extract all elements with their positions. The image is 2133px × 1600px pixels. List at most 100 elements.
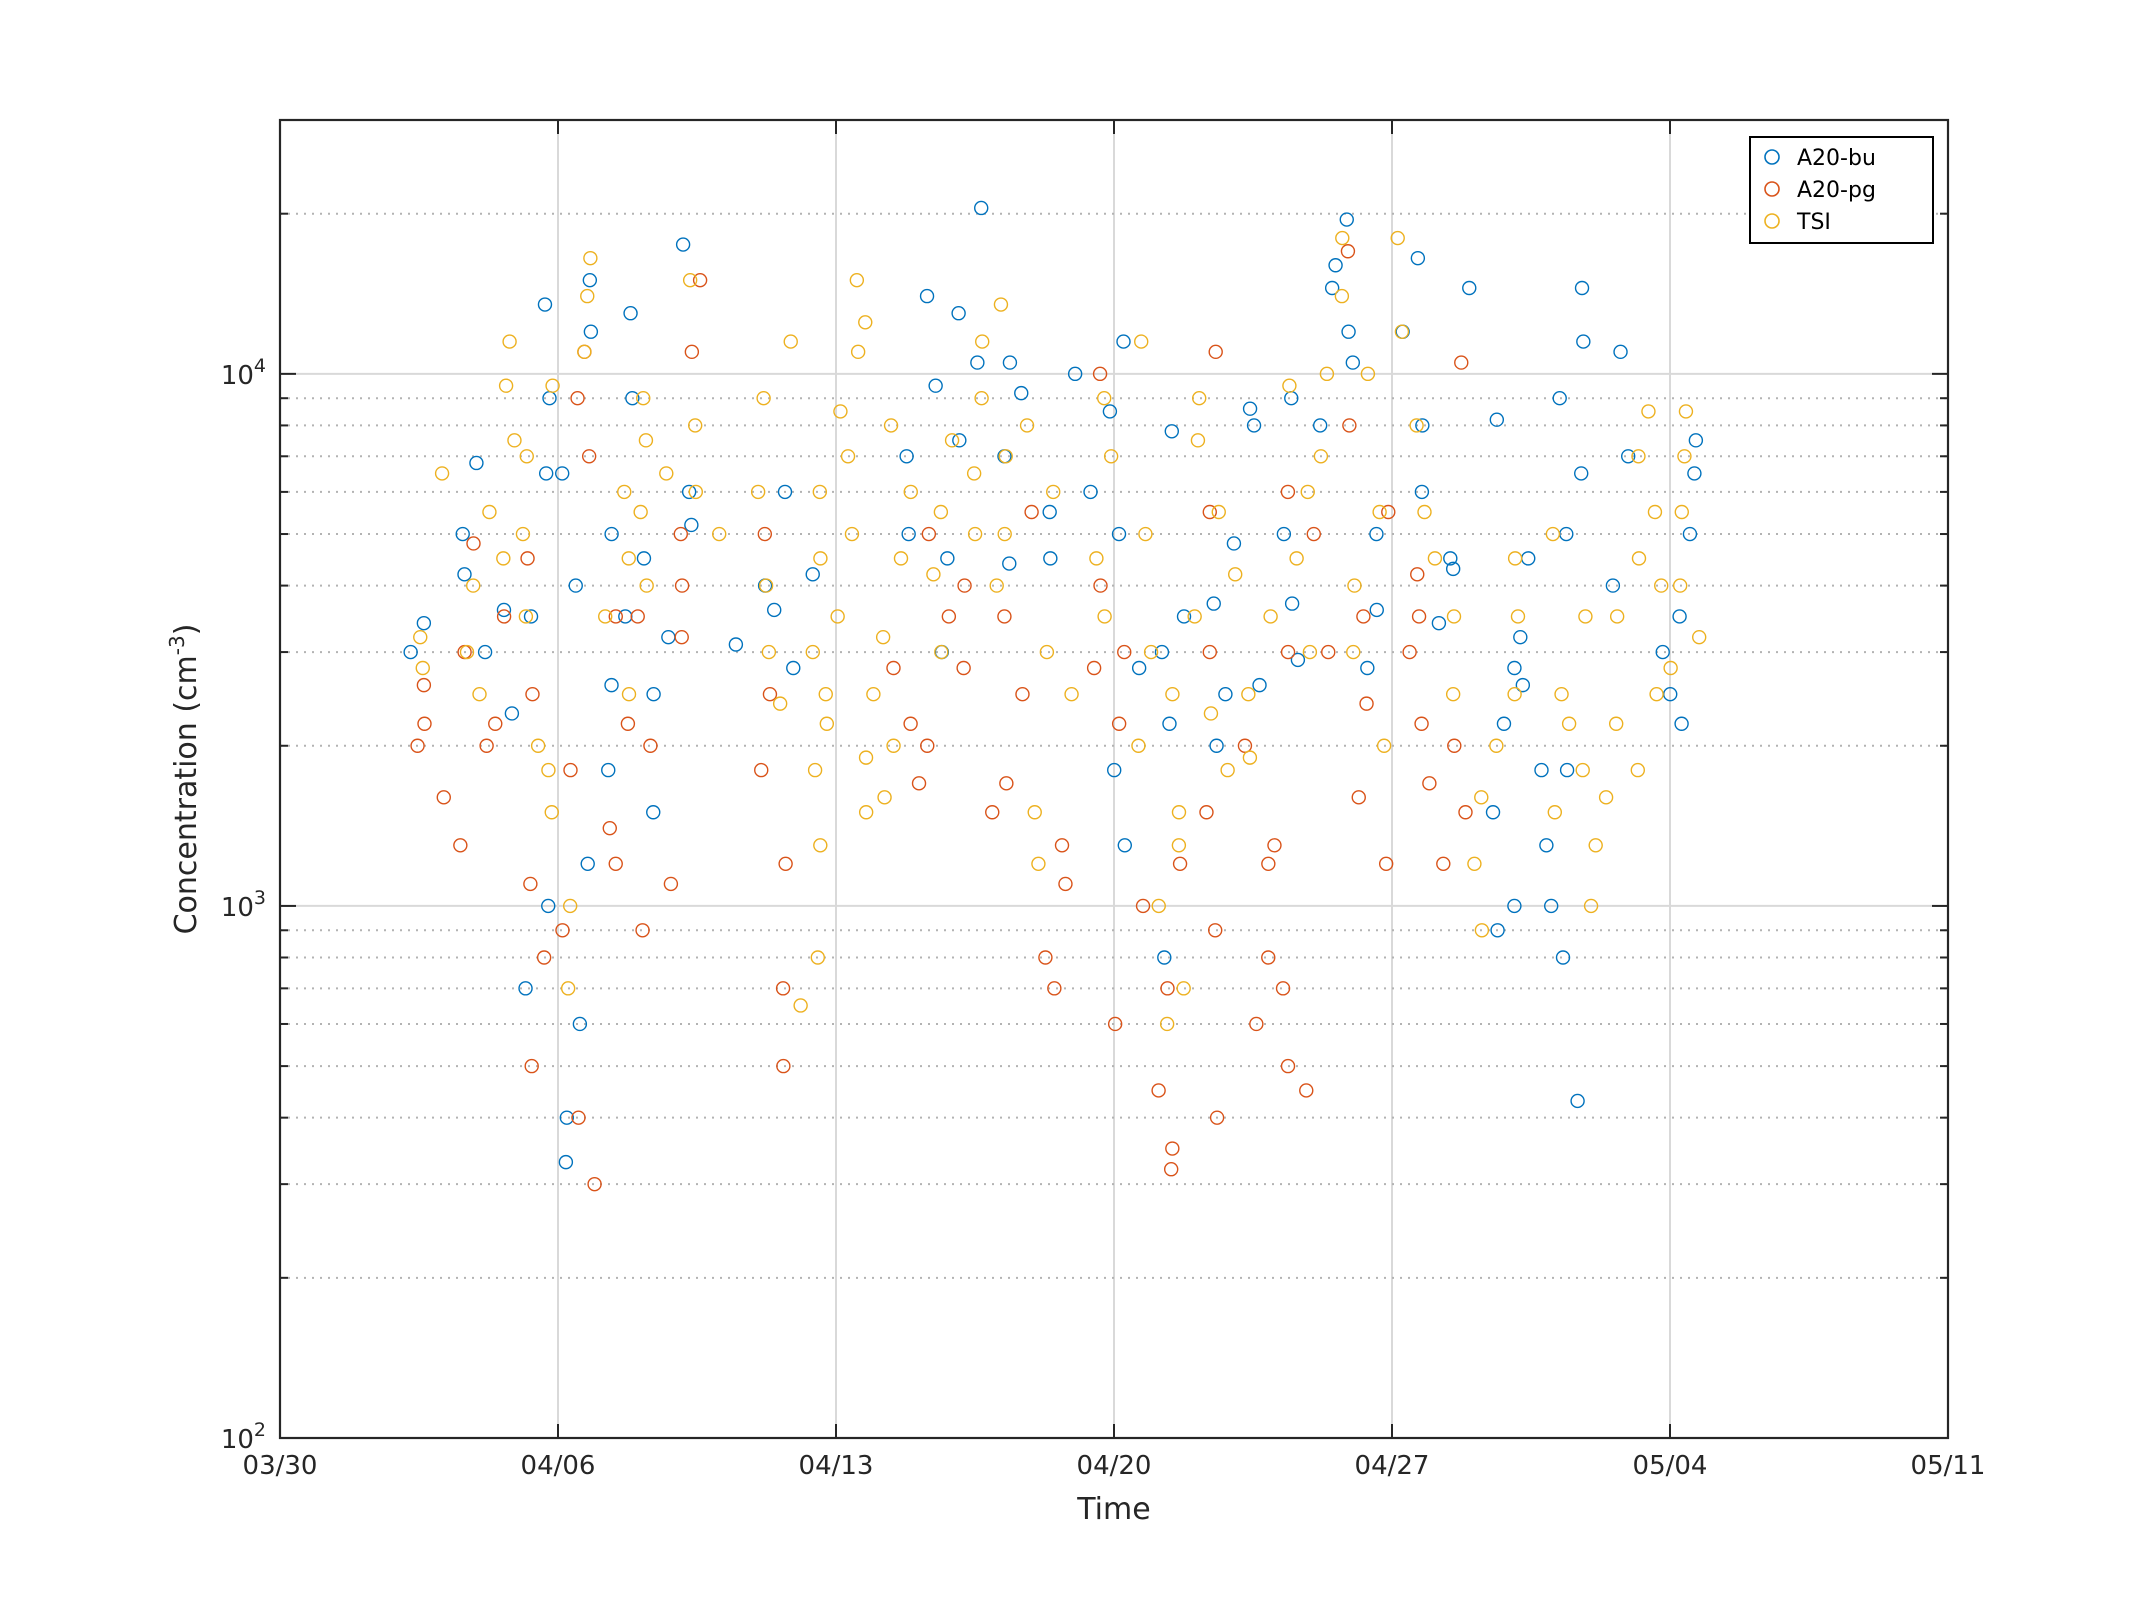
data-point <box>1015 686 1030 702</box>
data-point <box>1131 660 1147 676</box>
data-point <box>849 272 865 288</box>
data-point <box>466 578 481 593</box>
data-point <box>1339 212 1354 227</box>
data-point <box>1390 230 1405 246</box>
data-point <box>581 449 597 464</box>
data-point <box>1578 609 1593 624</box>
data-point <box>1678 404 1694 419</box>
data-point <box>1064 686 1079 702</box>
data-point <box>472 686 487 702</box>
data-point <box>812 484 828 500</box>
data-point <box>1631 551 1647 566</box>
data-point <box>1347 578 1362 593</box>
y-axis-label-exponent: -3 <box>165 635 189 655</box>
data-point <box>1187 609 1202 624</box>
data-point <box>1054 838 1070 853</box>
data-point <box>1207 923 1223 938</box>
data-point <box>1445 686 1461 702</box>
data-point <box>1321 644 1336 660</box>
data-point <box>911 776 927 791</box>
data-point <box>681 484 697 500</box>
data-point <box>985 805 1000 820</box>
data-point <box>1378 856 1394 872</box>
data-point <box>1447 738 1462 753</box>
data-point <box>944 433 960 448</box>
data-point <box>1220 762 1235 778</box>
data-point <box>1299 1083 1314 1098</box>
data-point <box>776 1058 791 1074</box>
data-point <box>850 344 866 360</box>
data-point <box>1574 466 1589 481</box>
data-point <box>477 644 493 660</box>
data-point <box>635 923 650 938</box>
data-point <box>1431 615 1447 631</box>
data-point <box>767 602 782 618</box>
data-point <box>692 272 708 288</box>
data-point <box>1160 981 1175 996</box>
data-point <box>684 517 699 533</box>
data-point <box>523 876 538 892</box>
data-point <box>1151 1083 1166 1098</box>
data-point <box>951 306 966 321</box>
x-axis-label: Time <box>1076 1492 1150 1527</box>
data-point <box>536 950 552 965</box>
data-point <box>587 1176 602 1192</box>
data-point <box>1454 355 1469 370</box>
data-point <box>537 297 553 312</box>
data-point <box>1341 324 1356 339</box>
y-axis-label: Concentration (cm-3) <box>165 624 204 935</box>
x-tick-label: 04/06 <box>521 1451 596 1481</box>
data-point <box>1027 805 1042 820</box>
legend-marker <box>1764 213 1780 229</box>
data-point <box>1342 418 1357 433</box>
data-point <box>682 272 698 288</box>
data-point <box>901 526 916 542</box>
data-point <box>604 677 619 693</box>
data-point <box>496 609 512 624</box>
data-point <box>1280 484 1296 500</box>
data-point <box>1608 716 1624 731</box>
data-point <box>1490 923 1505 938</box>
data-point <box>993 297 1009 312</box>
data-point <box>1131 738 1146 753</box>
series-TSI <box>413 230 1707 1032</box>
data-point <box>1372 504 1387 520</box>
data-point <box>498 378 514 393</box>
data-point <box>1138 526 1153 542</box>
grid <box>280 119 1948 1438</box>
data-point <box>877 790 892 805</box>
data-point <box>1058 876 1073 892</box>
data-point <box>1282 378 1297 393</box>
data-point <box>919 288 935 304</box>
data-point <box>1381 504 1396 520</box>
data-point <box>883 418 899 433</box>
data-point <box>663 876 679 892</box>
data-point <box>1534 762 1549 778</box>
data-point <box>1328 258 1343 273</box>
data-point <box>1462 280 1477 296</box>
data-point <box>921 526 937 542</box>
data-point <box>563 762 578 778</box>
series-A20-bu <box>403 200 1704 1170</box>
data-point <box>453 838 468 853</box>
data-point <box>1211 504 1226 520</box>
data-point <box>555 923 570 938</box>
data-point <box>1039 644 1055 660</box>
y-tick-label: 102 <box>221 1419 266 1455</box>
data-point <box>1097 609 1112 624</box>
data-point <box>1446 609 1462 624</box>
data-point <box>639 578 654 593</box>
data-point <box>621 686 637 702</box>
data-point <box>1496 716 1512 731</box>
data-point <box>572 1016 588 1032</box>
data-point <box>1575 762 1590 778</box>
data-point <box>1111 526 1127 542</box>
data-point <box>674 629 689 645</box>
legend: A20-bu A20-pg TSI <box>1749 136 1934 244</box>
data-point <box>1409 418 1424 433</box>
data-point <box>1345 355 1361 370</box>
data-point <box>1252 677 1267 693</box>
data-point <box>970 355 985 370</box>
data-point <box>903 716 918 731</box>
data-point <box>844 526 860 542</box>
